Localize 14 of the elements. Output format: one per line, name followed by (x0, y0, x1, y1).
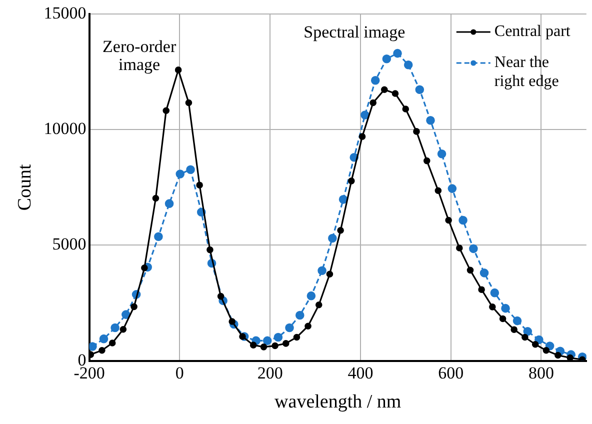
x-tick-label: 600 (438, 363, 464, 382)
x-axis-title: wavelength / nm (274, 392, 402, 413)
x-tick-label: 200 (257, 363, 283, 382)
x-tick-label: 0 (175, 363, 184, 382)
annotation: Zero-order image (102, 36, 176, 74)
y-tick-label: 15000 (44, 3, 86, 22)
x-tick-label: 400 (348, 363, 374, 382)
annotation: Spectral image (304, 22, 406, 42)
y-tick-label: 5000 (52, 234, 86, 254)
x-tick-label: 800 (528, 363, 554, 382)
y-axis-title: Count (14, 163, 36, 211)
legend-label: Near the right edge (494, 54, 559, 90)
y-tick-label: 10000 (44, 119, 86, 138)
legend-label: Central part (494, 23, 571, 40)
